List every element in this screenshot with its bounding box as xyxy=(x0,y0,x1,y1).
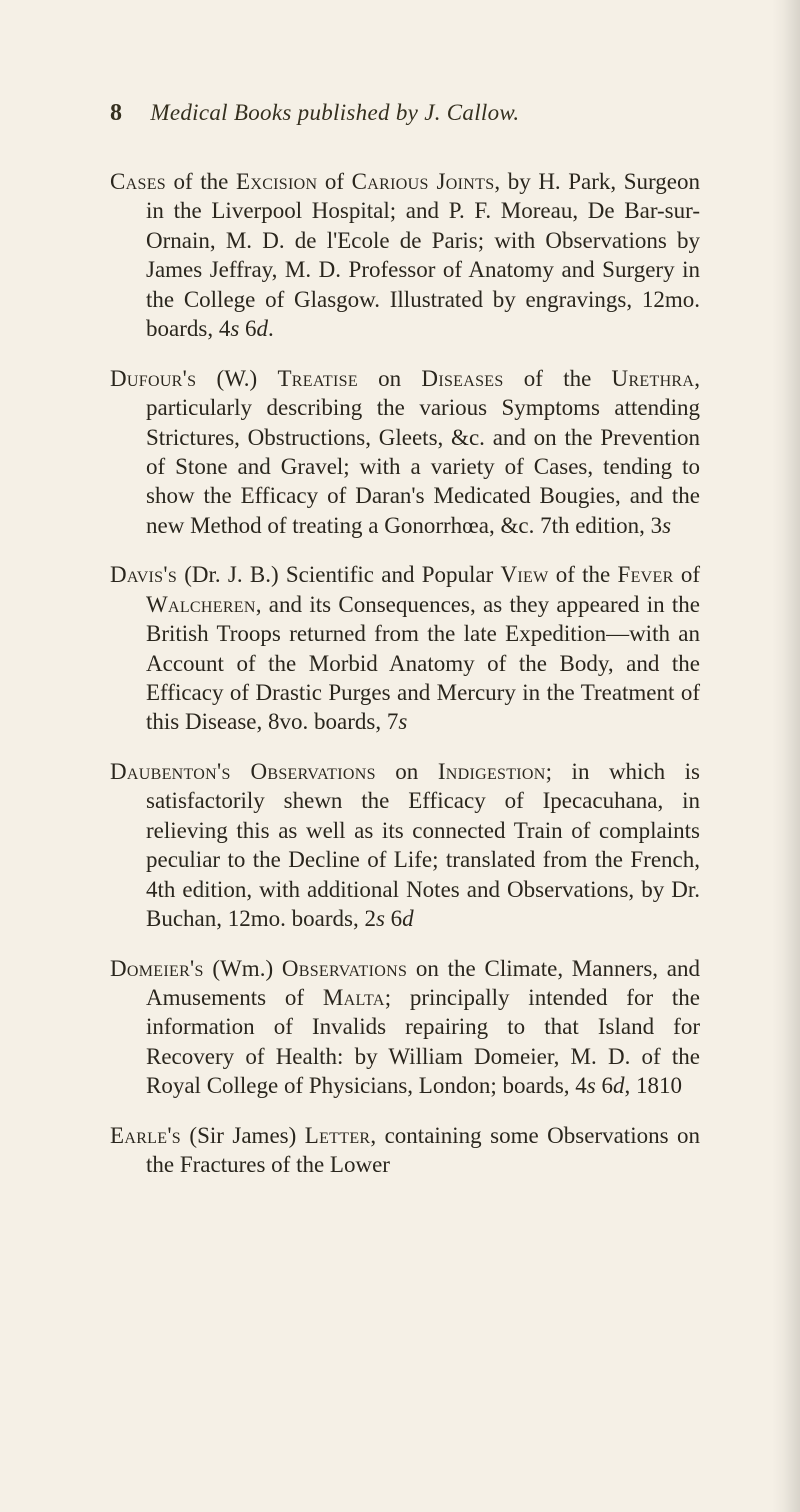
catalogue-entry: Domeier's (Wm.) Observations on the Clim… xyxy=(110,954,700,1101)
catalogue-entry: Davis's (Dr. J. B.) Scientific and Popul… xyxy=(110,560,700,737)
page-number: 8 xyxy=(110,100,122,126)
running-title: Medical Books published by J. Callow. xyxy=(150,100,519,125)
catalogue-entry: Daubenton's Observations on Indigestion;… xyxy=(110,757,700,934)
catalogue-entries: Cases of the Excision of Carious Joints,… xyxy=(110,167,700,1180)
scanned-page: 8 Medical Books published by J. Callow. … xyxy=(0,0,800,1512)
catalogue-entry: Earle's (Sir James) Letter, containing s… xyxy=(110,1121,700,1180)
page-edge-shadow xyxy=(772,0,800,1512)
catalogue-entry: Dufour's (W.) Treatise on Diseases of th… xyxy=(110,364,700,541)
running-head: 8 Medical Books published by J. Callow. xyxy=(110,100,700,127)
catalogue-entry: Cases of the Excision of Carious Joints,… xyxy=(110,167,700,344)
